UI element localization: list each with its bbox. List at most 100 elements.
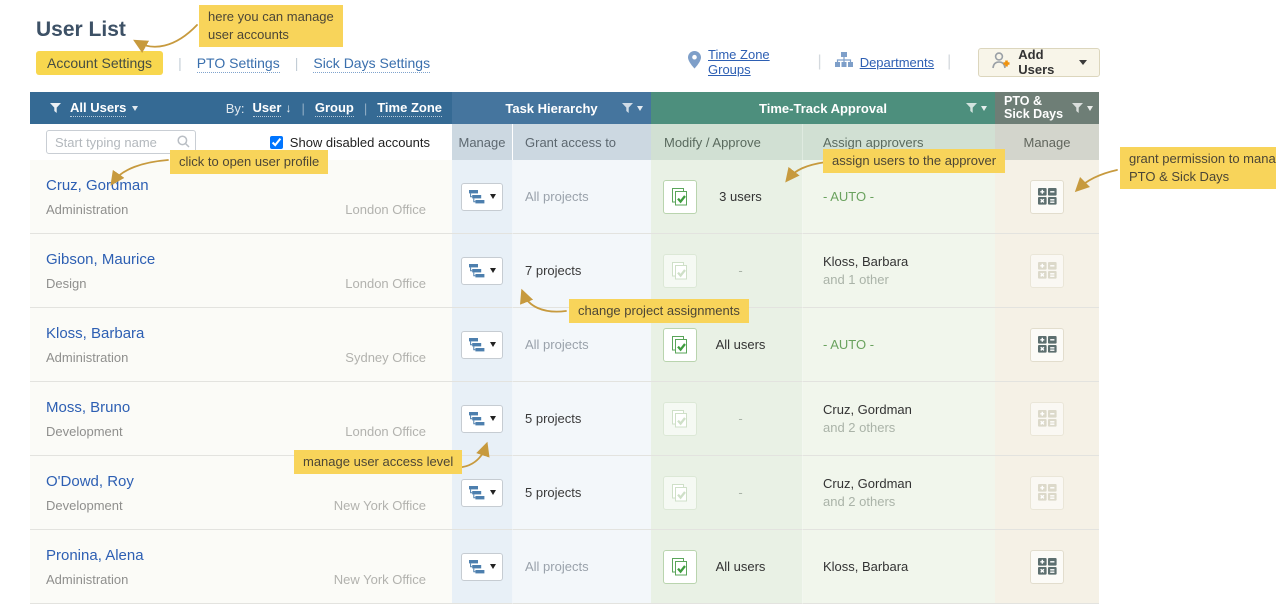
approved-users-count: - xyxy=(738,411,743,426)
user-department: Administration xyxy=(46,350,129,365)
table-row-pto-cell xyxy=(995,160,1099,234)
calculator-icon xyxy=(1037,484,1057,501)
table-row-hierarchy-cell xyxy=(452,382,513,456)
table-row-pto-cell xyxy=(995,382,1099,456)
table-row-approvers-cell[interactable]: Kloss, Barbara xyxy=(803,530,995,604)
table-row-user-cell: Kloss, Barbara Administration Sydney Off… xyxy=(30,308,452,382)
subheader-grant-access: Grant access to xyxy=(513,124,651,160)
task-hierarchy-label: Task Hierarchy xyxy=(505,100,598,116)
modify-approve-toggle[interactable] xyxy=(663,327,697,362)
sort-by-timezone[interactable]: Time Zone xyxy=(377,99,442,117)
table-row-modify-cell: - xyxy=(651,234,803,308)
table-row-pto-cell xyxy=(995,234,1099,308)
approve-check-icon xyxy=(672,261,687,279)
modify-approve-toggle[interactable] xyxy=(663,475,697,510)
pto-manage-toggle[interactable] xyxy=(1030,327,1064,362)
table-row-grant-cell[interactable]: 5 projects xyxy=(513,456,651,530)
approver-extra: and 2 others xyxy=(823,420,896,435)
approver-value: Cruz, Gordman xyxy=(823,402,912,417)
user-office: Sydney Office xyxy=(345,350,426,365)
table-row-modify-cell: - xyxy=(651,456,803,530)
tab-separator: | xyxy=(178,55,182,71)
table-row-approvers-cell[interactable]: Kloss, Barbara and 1 other xyxy=(803,234,995,308)
add-users-label: Add Users xyxy=(1018,47,1055,77)
table-row-pto-cell xyxy=(995,530,1099,604)
show-disabled-checkbox[interactable] xyxy=(269,135,283,149)
table-row-modify-cell: - xyxy=(651,382,803,456)
modify-approve-toggle[interactable] xyxy=(663,401,697,436)
access-level-dropdown[interactable] xyxy=(461,404,503,433)
search-box xyxy=(46,130,196,154)
annotation-open-profile: click to open user profile xyxy=(170,150,329,174)
tab-pto-settings[interactable]: PTO Settings xyxy=(196,55,280,73)
pto-manage-toggle[interactable] xyxy=(1030,475,1064,510)
approver-extra: and 2 others xyxy=(823,494,896,509)
top-toolbar: Time Zone Groups | Departments | Add Use… xyxy=(688,47,1100,77)
tab-separator: | xyxy=(294,55,299,71)
gantt-hierarchy-icon xyxy=(468,559,484,573)
pto-manage-toggle[interactable] xyxy=(1030,401,1064,436)
user-department: Design xyxy=(46,276,87,291)
departments-link[interactable]: Departments xyxy=(859,54,935,70)
table-row-approvers-cell[interactable]: Cruz, Gordman and 2 others xyxy=(803,382,995,456)
gantt-hierarchy-icon xyxy=(468,485,484,499)
time-zone-groups-link[interactable]: Time Zone Groups xyxy=(708,47,770,77)
add-users-button[interactable]: Add Users xyxy=(978,47,1100,77)
all-users-dropdown[interactable]: All Users xyxy=(70,99,127,117)
sort-controls: By: User ↓ | Group | Time Zone xyxy=(225,99,442,117)
table-row-approvers-cell[interactable]: - AUTO - xyxy=(803,308,995,382)
user-name-link[interactable]: Gibson, Maurice xyxy=(46,251,156,268)
table-row-pto-cell xyxy=(995,308,1099,382)
table-row-hierarchy-cell xyxy=(452,160,513,234)
sort-by-user[interactable]: User xyxy=(252,99,282,117)
table-row-grant-cell[interactable]: 5 projects xyxy=(513,382,651,456)
pto-sick-days-header: PTO & Sick Days xyxy=(995,92,1099,124)
approved-users-count: - xyxy=(738,485,743,500)
filter-icon[interactable] xyxy=(50,101,61,116)
modify-approve-toggle[interactable] xyxy=(663,179,697,214)
approver-value: Kloss, Barbara xyxy=(823,254,909,269)
pto-label-line2: Sick Days xyxy=(1004,107,1064,121)
pto-manage-toggle[interactable] xyxy=(1030,253,1064,288)
settings-tabs: Account Settings | PTO Settings | Sick D… xyxy=(36,51,431,75)
user-name-link[interactable]: Pronina, Alena xyxy=(46,547,144,564)
table-row-grant-cell[interactable]: 7 projects xyxy=(513,234,651,308)
toolbar-separator: | xyxy=(947,53,952,70)
chevron-down-icon xyxy=(1087,105,1093,111)
access-level-dropdown[interactable] xyxy=(461,330,503,359)
user-name-link[interactable]: Moss, Bruno xyxy=(46,399,131,416)
access-level-dropdown[interactable] xyxy=(461,182,503,211)
user-name-link[interactable]: O'Dowd, Roy xyxy=(46,473,134,490)
table-row-approvers-cell[interactable]: Cruz, Gordman and 2 others xyxy=(803,456,995,530)
approved-users-count: 3 users xyxy=(719,189,762,204)
access-level-dropdown[interactable] xyxy=(461,552,503,581)
table-row-pto-cell xyxy=(995,456,1099,530)
user-name-link[interactable]: Cruz, Gordman xyxy=(46,177,149,194)
access-level-dropdown[interactable] xyxy=(461,478,503,507)
table-row-grant-cell[interactable]: All projects xyxy=(513,530,651,604)
annotation-manage-access: manage user access level xyxy=(294,450,463,474)
sort-by-group[interactable]: Group xyxy=(314,99,354,117)
user-name-link[interactable]: Kloss, Barbara xyxy=(46,325,145,342)
time-track-filter[interactable] xyxy=(966,92,987,124)
modify-approve-toggle[interactable] xyxy=(663,549,697,584)
access-level-dropdown[interactable] xyxy=(461,256,503,285)
user-office: New York Office xyxy=(333,572,426,587)
sort-by-label: By: xyxy=(225,100,245,116)
approver-value: Kloss, Barbara xyxy=(823,558,909,574)
modify-approve-toggle[interactable] xyxy=(663,253,697,288)
gantt-hierarchy-icon xyxy=(468,263,484,277)
task-hierarchy-filter[interactable] xyxy=(622,92,643,124)
table-row-grant-cell[interactable]: All projects xyxy=(513,160,651,234)
pto-manage-toggle[interactable] xyxy=(1030,549,1064,584)
pto-manage-toggle[interactable] xyxy=(1030,179,1064,214)
tab-account-settings[interactable]: Account Settings xyxy=(36,51,164,75)
calculator-icon xyxy=(1037,188,1057,205)
pto-filter[interactable] xyxy=(1072,92,1093,124)
gantt-hierarchy-icon xyxy=(468,337,484,351)
tab-sick-days-settings[interactable]: Sick Days Settings xyxy=(313,55,431,73)
subheader-manage-task: Manage xyxy=(452,124,513,160)
show-disabled-label: Show disabled accounts xyxy=(289,134,430,150)
search-input[interactable] xyxy=(46,130,196,154)
